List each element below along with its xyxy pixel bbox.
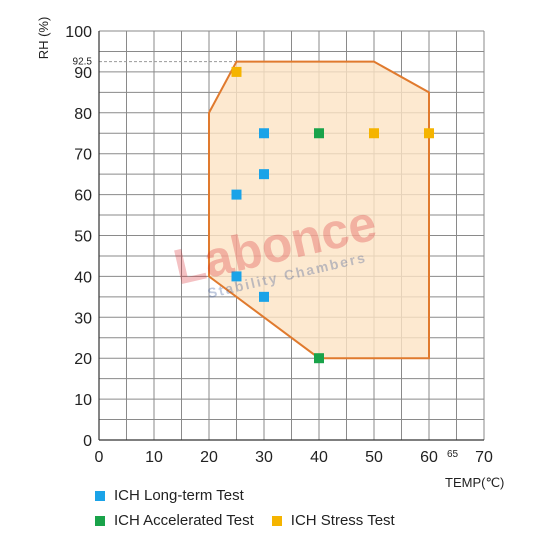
y-tick-label: 10	[74, 392, 92, 409]
y-tick-label: 70	[74, 147, 92, 164]
data-point-series-0	[231, 271, 242, 282]
data-point-series-0	[259, 291, 269, 302]
y-tick-label: 90	[74, 65, 92, 82]
legend-label: ICH Accelerated Test	[114, 512, 254, 529]
x-axis-title: TEMP(℃)	[445, 475, 504, 490]
data-point-series-2	[424, 128, 434, 139]
x-tick-label: 60	[420, 449, 438, 466]
legend-item-stress: ICH Stress Test	[271, 512, 395, 529]
data-point-series-2	[369, 128, 379, 139]
legend-swatch	[271, 515, 282, 526]
y-tick-label: 100	[65, 24, 92, 41]
legend-label: ICH Long-term Test	[114, 487, 244, 504]
legend-swatch	[95, 515, 105, 526]
x-tick-label: 50	[365, 449, 383, 466]
x-tick-label: 10	[145, 449, 163, 466]
y-tick-label: 60	[74, 188, 92, 205]
legend-item-accelerated: ICH Accelerated Test	[95, 512, 254, 529]
x-tick-label: 30	[255, 449, 273, 466]
y-tick-label: 20	[74, 351, 92, 368]
y-tick-label: 40	[74, 269, 92, 286]
y-tick-label: 30	[74, 310, 92, 327]
data-point-series-0	[259, 128, 269, 139]
y-tick-label: 0	[83, 433, 92, 450]
legend-item-long-term: ICH Long-term Test	[95, 487, 244, 504]
data-point-series-0	[231, 189, 242, 200]
y-axis-title: RH (%)	[36, 17, 51, 60]
x-tick-label-extra: 65	[447, 449, 459, 460]
x-tick-label: 20	[200, 449, 218, 466]
data-point-series-1	[314, 353, 324, 364]
y-tick-label: 50	[74, 229, 92, 246]
y-tick-label-extra: 92.5	[73, 57, 93, 68]
axes: 0 10 20 30 40 50 60 70 80 90 100 0 10 20 30 40 50 60 70 65 9…	[65, 24, 493, 466]
x-tick-label: 70	[475, 449, 493, 466]
legend-row-2: ICH Accelerated Test ICH Stress Test	[95, 512, 413, 529]
data-point-series-2	[231, 66, 242, 77]
x-tick-label: 40	[310, 449, 328, 466]
data-point-series-1	[314, 128, 324, 139]
legend-swatch	[95, 490, 105, 501]
legend-label: ICH Stress Test	[290, 512, 395, 529]
x-tick-label: 0	[95, 449, 104, 466]
legend-row-1: ICH Long-term Test	[95, 487, 262, 504]
y-tick-label: 80	[74, 106, 92, 123]
data-point-series-0	[259, 169, 269, 180]
data-points	[231, 66, 434, 364]
